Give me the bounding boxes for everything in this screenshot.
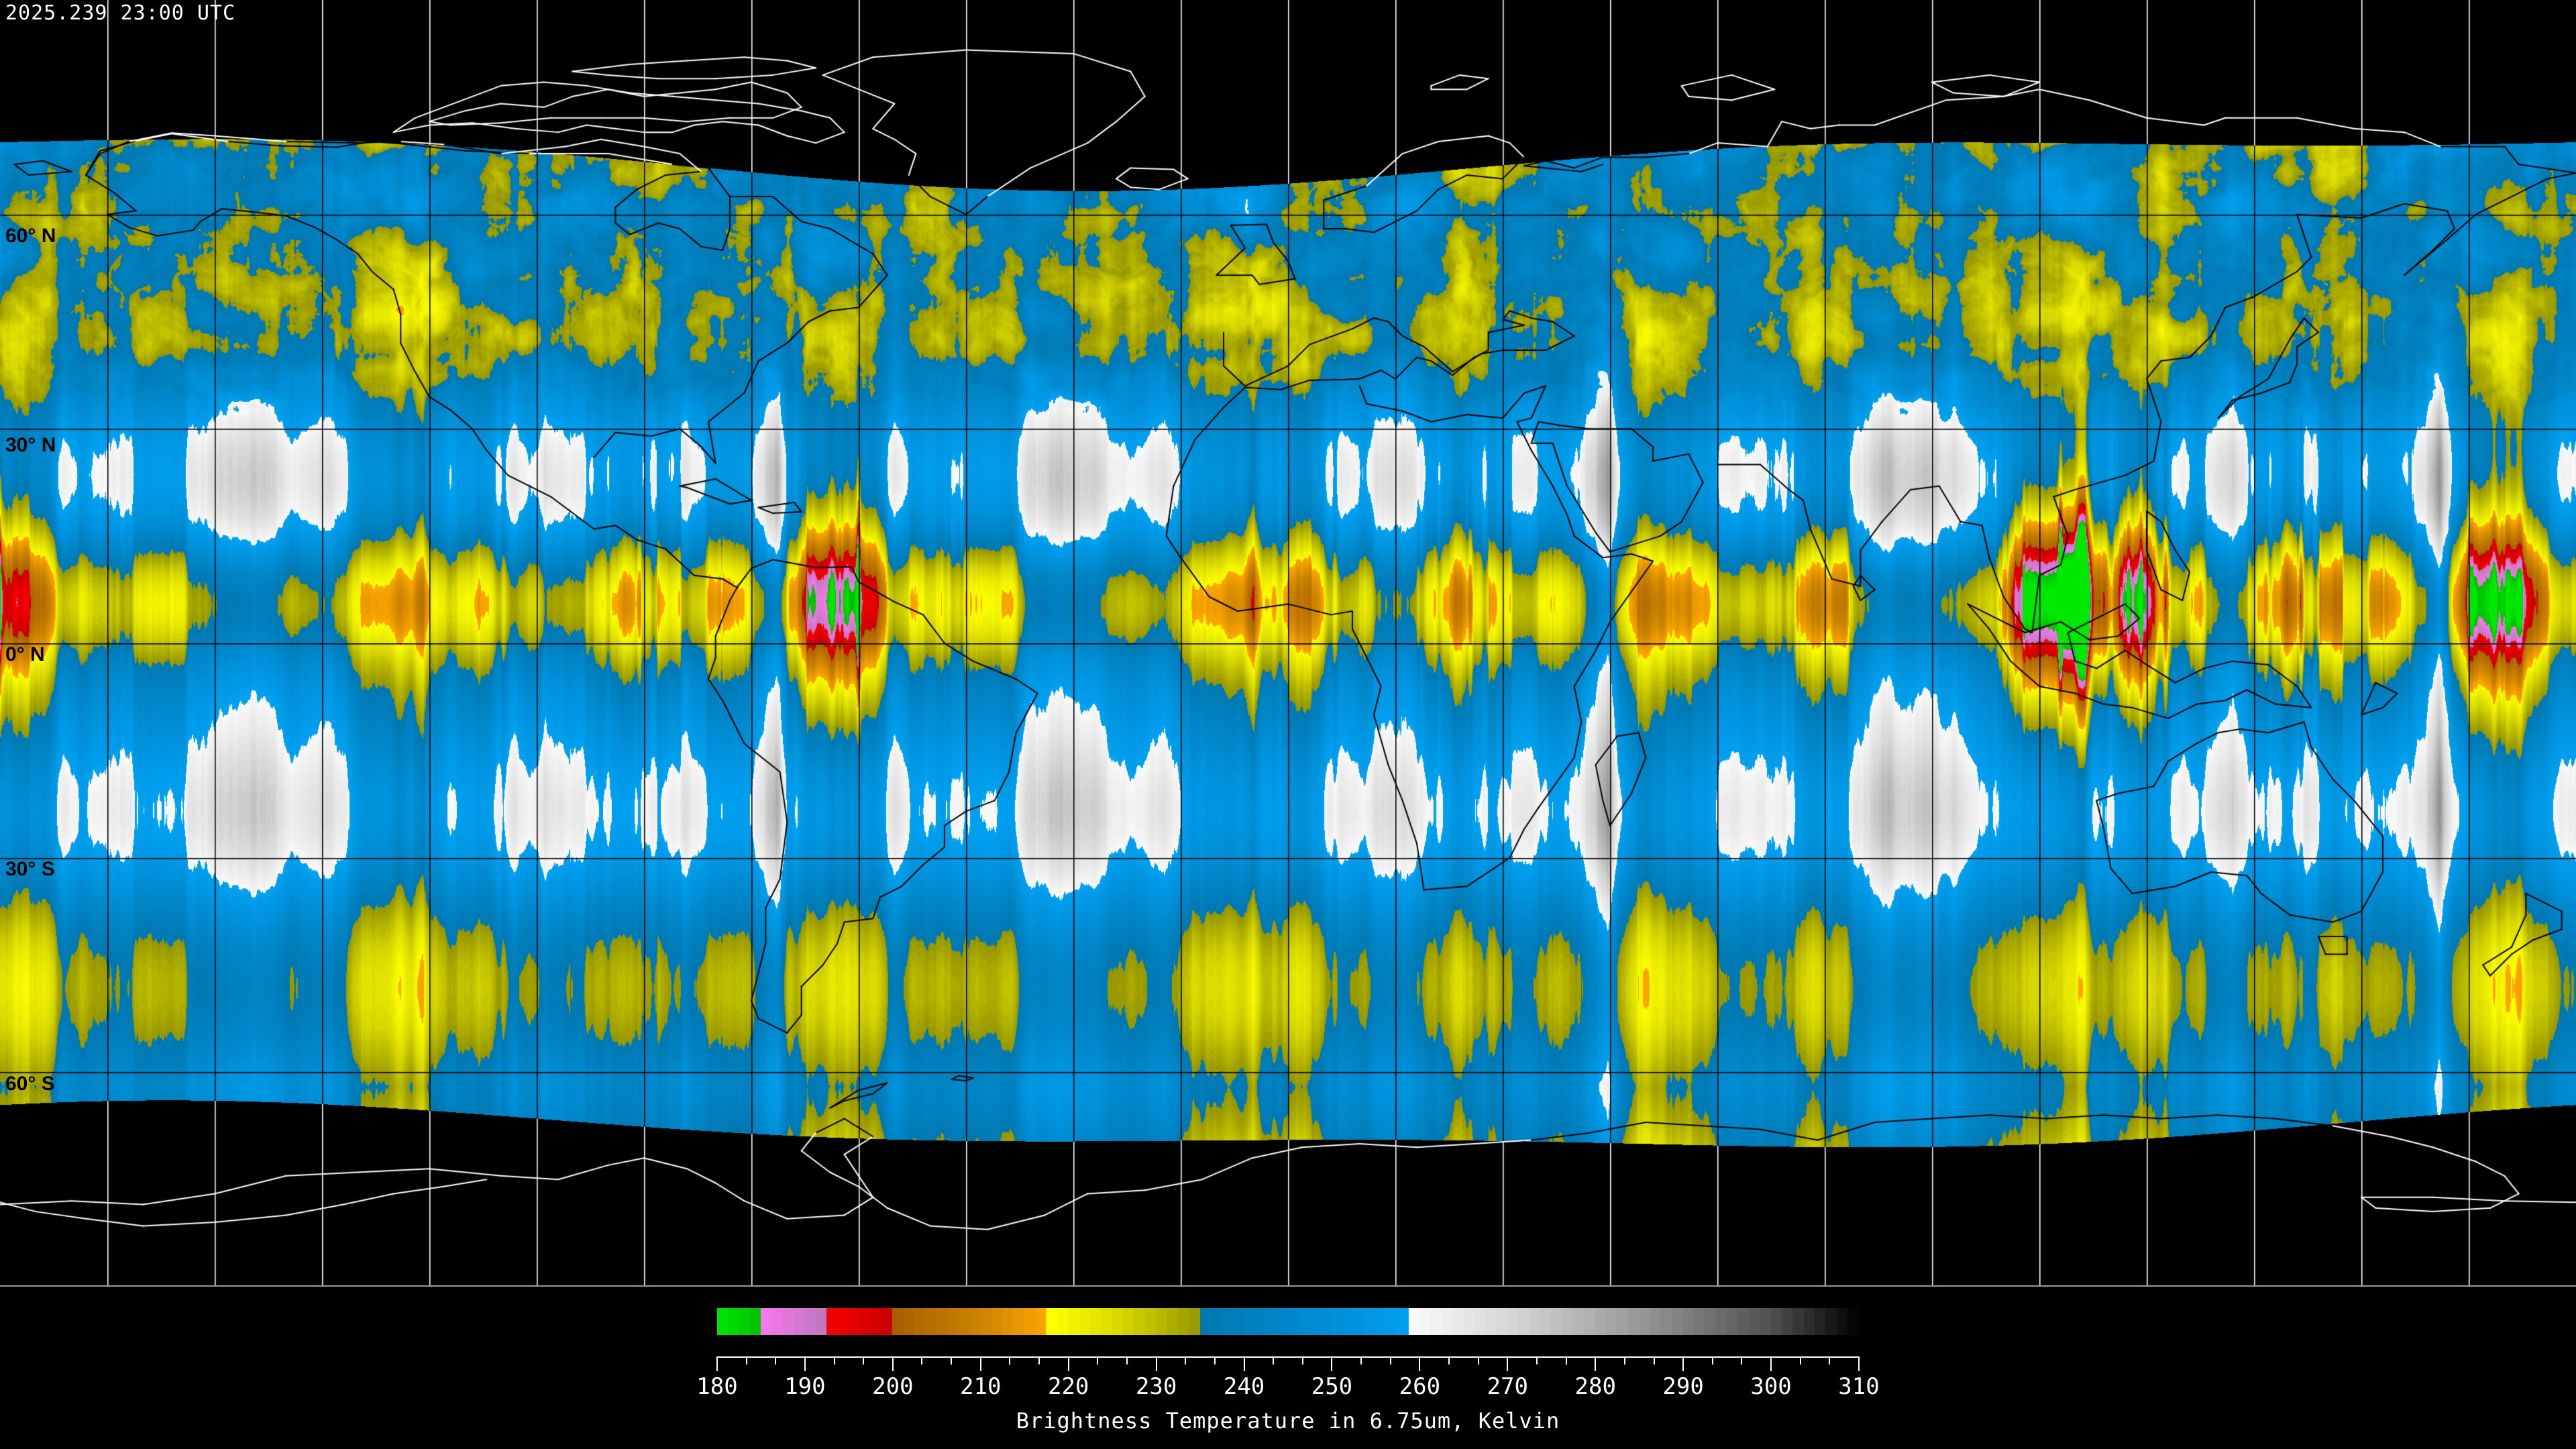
colorbar-tick-major [892, 1356, 894, 1371]
latitude-label-60s: 60° S [5, 1073, 55, 1095]
colorbar-tick-major [979, 1356, 981, 1371]
colorbar-tick-minor [1477, 1356, 1479, 1364]
colorbar-tick-major [1770, 1356, 1772, 1371]
colorbar-tick-minor [1448, 1356, 1450, 1364]
colorbar-tick-minor [1536, 1356, 1538, 1364]
colorbar-tick-label: 190 [784, 1373, 826, 1400]
colorbar-tick-label: 240 [1223, 1373, 1265, 1400]
colorbar-tick-label: 230 [1135, 1373, 1177, 1400]
colorbar-tick-label: 220 [1047, 1373, 1089, 1400]
colorbar-tick-minor [951, 1356, 953, 1364]
colorbar-tick-major [1243, 1356, 1245, 1371]
latitude-label-60n: 60° N [5, 225, 56, 247]
colorbar-tick-major [1155, 1356, 1157, 1371]
colorbar-tick-minor [1829, 1356, 1831, 1364]
colorbar-tick-major [1419, 1356, 1421, 1371]
colorbar-tick-minor [1273, 1356, 1275, 1364]
colorbar-tick-minor [1097, 1356, 1099, 1364]
latitude-label-30s: 30° S [5, 858, 55, 880]
colorbar-tick-minor [833, 1356, 835, 1364]
colorbar-tick-major [1331, 1356, 1333, 1371]
colorbar-tick-minor [1711, 1356, 1713, 1364]
colorbar-tick-label: 300 [1750, 1373, 1792, 1400]
latitude-label-0n: 0° N [5, 643, 45, 665]
colorbar-tick-minor [1126, 1356, 1128, 1364]
colorbar-gradient[interactable] [717, 1308, 1859, 1335]
legend-panel: 180 190 200 210 220 230 240 250 260 270 280 290 300 3… [0, 1287, 2576, 1449]
colorbar-group[interactable]: 180 190 200 210 220 230 240 250 260 270 280 290 300 3… [696, 1308, 1880, 1417]
colorbar-tick-major [1507, 1356, 1509, 1371]
colorbar-tick-minor [1185, 1356, 1187, 1364]
colorbar-tick-minor [745, 1356, 747, 1364]
colorbar-tick-minor [921, 1356, 923, 1364]
timestamp-label: 2025.239 23:00 UTC [5, 1, 236, 25]
colorbar-tick-major [804, 1356, 806, 1371]
colorbar-tick-label: 310 [1838, 1373, 1880, 1400]
colorbar-tick-major [1858, 1356, 1860, 1371]
colorbar-tick-label: 290 [1662, 1373, 1704, 1400]
colorbar-tick-minor [1799, 1356, 1801, 1364]
colorbar-tick-minor [1389, 1356, 1391, 1364]
colorbar-tick-major [1067, 1356, 1069, 1371]
colorbar-tick-label: 200 [872, 1373, 914, 1400]
colorbar-tick-minor [1038, 1356, 1040, 1364]
latitude-label-30n: 30° N [5, 434, 56, 456]
colorbar-tick-minor [1623, 1356, 1625, 1364]
brightness-temperature-heatmap[interactable] [0, 0, 2576, 1285]
colorbar-tick-minor [1009, 1356, 1011, 1364]
colorbar-tick-major [716, 1356, 718, 1371]
colorbar-tick-label: 270 [1487, 1373, 1528, 1400]
colorbar-tick-minor [1565, 1356, 1567, 1364]
colorbar-tick-major [1595, 1356, 1597, 1371]
colorbar-tick-label: 180 [696, 1373, 738, 1400]
colorbar-tick-minor [1301, 1356, 1303, 1364]
colorbar-tick-minor [775, 1356, 777, 1364]
colorbar-axis-line [717, 1356, 1859, 1358]
colorbar-tick-label: 280 [1574, 1373, 1616, 1400]
colorbar-tick-minor [1741, 1356, 1743, 1364]
colorbar-tick-label: 250 [1311, 1373, 1353, 1400]
colorbar-tick-minor [1214, 1356, 1216, 1364]
colorbar-tick-minor [1360, 1356, 1362, 1364]
colorbar-caption: Brightness Temperature in 6.75um, Kelvin [1016, 1408, 1560, 1434]
colorbar-tick-label: 260 [1399, 1373, 1441, 1400]
colorbar-tick-minor [863, 1356, 865, 1364]
colorbar-tick-major [1682, 1356, 1684, 1371]
colorbar-tick-minor [1653, 1356, 1655, 1364]
satellite-map-panel[interactable]: 2025.239 23:00 UTC 60° N 30° N 0° N 30° … [0, 0, 2576, 1287]
colorbar-tick-label: 210 [960, 1373, 1002, 1400]
